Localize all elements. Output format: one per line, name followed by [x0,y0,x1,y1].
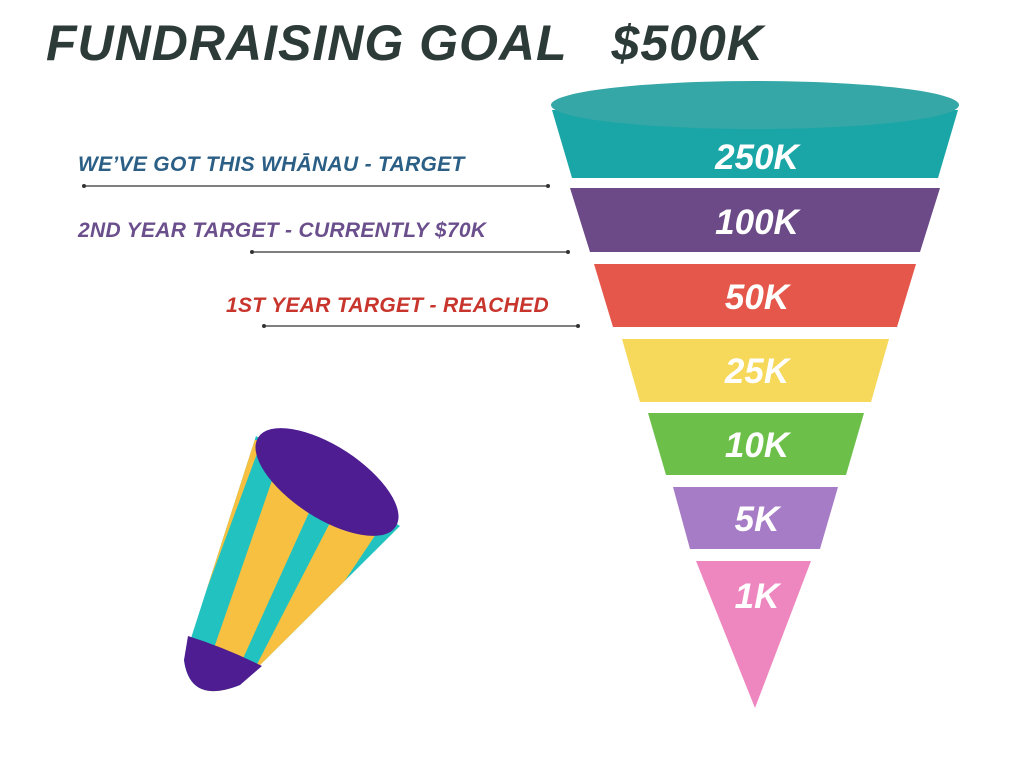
tier-label-1k: 1K [735,577,782,616]
party-horn-illustration [184,428,400,692]
leader-dot [82,184,86,188]
leader-lines [82,184,580,328]
target-label-second-year: 2ND YEAR TARGET - CURRENTLY $70K [78,219,487,242]
goal-amount: $500K [611,15,764,71]
horn-stripe [236,480,392,692]
tier-label-50k: 50K [725,278,792,317]
funnel-tier-1k [696,561,811,708]
target-label-ultimate: WE’VE GOT THIS WHĀNAU - TARGET [78,153,465,176]
funnel-tier-50k [594,264,916,327]
funnel-rim [551,81,959,129]
leader-dot [250,250,254,254]
poster-title: FUNDRAISING GOAL $500K [46,14,764,72]
tier-label-25k: 25K [724,352,792,391]
tier-label-5k: 5K [735,500,782,539]
leader-dot [262,324,266,328]
tier-label-10k: 10K [725,426,792,465]
target-label-first-year: 1ST YEAR TARGET - REACHED [226,294,549,317]
funnel: 250K 100K 50K 25K 10K 5K 1K [551,81,959,708]
horn-mouthpiece [184,636,262,692]
leader-dot [546,184,550,188]
leader-dot [566,250,570,254]
horn-stripe [196,440,330,692]
funnel-tier-10k [648,413,864,475]
funnel-tier-5k [673,487,838,549]
title-text: FUNDRAISING GOAL [46,15,568,71]
leader-dot [576,324,580,328]
funnel-tier-25k [622,339,889,402]
horn-opening [255,428,399,536]
funnel-tier-100k [570,188,940,252]
funnel-tier-250k [552,110,958,178]
tier-label-100k: 100K [715,203,801,242]
tier-label-250k: 250K [714,138,801,177]
